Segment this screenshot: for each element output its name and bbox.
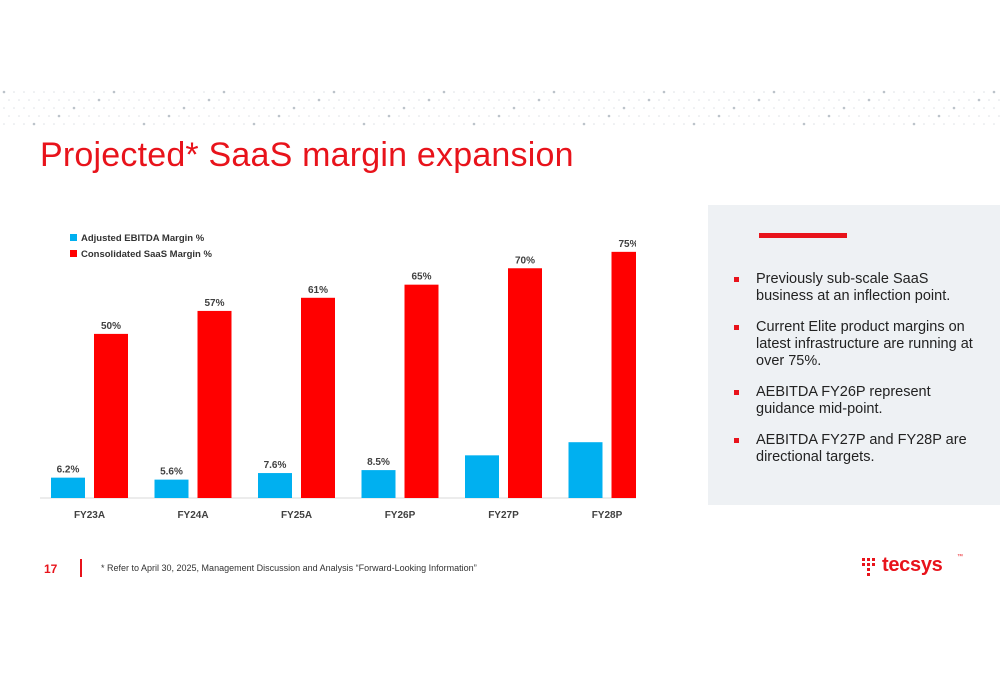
footer: 17 * Refer to April 30, 2025, Management… — [0, 558, 1000, 582]
side-panel: Previously sub-scale SaaS business at an… — [708, 205, 1000, 505]
ebitda-bar — [568, 442, 603, 498]
logo-mark-icon — [862, 558, 875, 576]
legend-swatch — [70, 234, 77, 241]
footnote: * Refer to April 30, 2025, Management Di… — [101, 563, 477, 573]
logo-trademark: ™ — [957, 554, 963, 560]
bullet-list: Previously sub-scale SaaS business at an… — [734, 271, 989, 480]
x-tick-label: FY24A — [177, 510, 208, 521]
margin-bar-chart: Adjusted EBITDA Margin % Consolidated Saa… — [40, 233, 636, 521]
saas-bar — [94, 333, 128, 498]
ebitda-bar — [361, 470, 396, 498]
data-label: 70% — [515, 255, 535, 266]
bullet-text: AEBITDA FY26P represent guidance mid-poi… — [756, 384, 931, 417]
legend-swatch — [70, 250, 77, 257]
saas-bar — [301, 297, 335, 498]
x-tick-label: FY25A — [281, 510, 312, 521]
data-label: 7.6% — [264, 460, 287, 471]
bullet-item: Previously sub-scale SaaS business at an… — [734, 271, 989, 305]
saas-bar — [404, 284, 439, 498]
legend-label: Consolidated SaaS Margin % — [81, 249, 212, 260]
accent-line — [759, 233, 847, 238]
ebitda-bar — [465, 455, 499, 498]
x-tick-label: FY23A — [74, 510, 105, 521]
ebitda-bar — [154, 479, 189, 498]
slide-title: Projected* SaaS margin expansion — [40, 136, 574, 174]
saas-bar — [197, 310, 232, 498]
bullet-marker-icon — [734, 390, 739, 395]
bullet-item: AEBITDA FY27P and FY28P are directional … — [734, 432, 989, 466]
data-label: 6.2% — [57, 465, 80, 476]
data-label: 5.6% — [160, 467, 183, 478]
saas-bar — [508, 268, 542, 498]
x-tick-label: FY27P — [488, 510, 519, 521]
x-tick-label: FY26P — [385, 510, 416, 521]
data-label: 65% — [411, 272, 431, 283]
data-label: 8.5% — [367, 457, 390, 468]
saas-bar — [611, 251, 636, 498]
bullet-marker-icon — [734, 277, 739, 282]
footer-divider — [80, 559, 82, 577]
bullet-item: AEBITDA FY26P represent guidance mid-poi… — [734, 384, 989, 418]
bullet-marker-icon — [734, 325, 739, 330]
legend-label: Adjusted EBITDA Margin % — [81, 233, 205, 244]
data-label: 57% — [204, 298, 224, 309]
bullet-text: Current Elite product margins on latest … — [756, 319, 973, 369]
dotted-pattern-decoration — [2, 90, 1000, 126]
bullet-item: Current Elite product margins on latest … — [734, 319, 989, 370]
ebitda-bar — [51, 477, 85, 498]
bullet-marker-icon — [734, 438, 739, 443]
data-label: 75% — [618, 239, 636, 250]
ebitda-bar — [258, 473, 292, 498]
logo-text: tecsys — [882, 554, 943, 576]
x-tick-label: FY28P — [592, 510, 623, 521]
bullet-text: AEBITDA FY27P and FY28P are directional … — [756, 432, 967, 465]
bullet-text: Previously sub-scale SaaS business at an… — [756, 271, 951, 304]
data-label: 61% — [308, 285, 328, 296]
data-label: 50% — [101, 321, 121, 332]
page-number: 17 — [44, 562, 58, 576]
